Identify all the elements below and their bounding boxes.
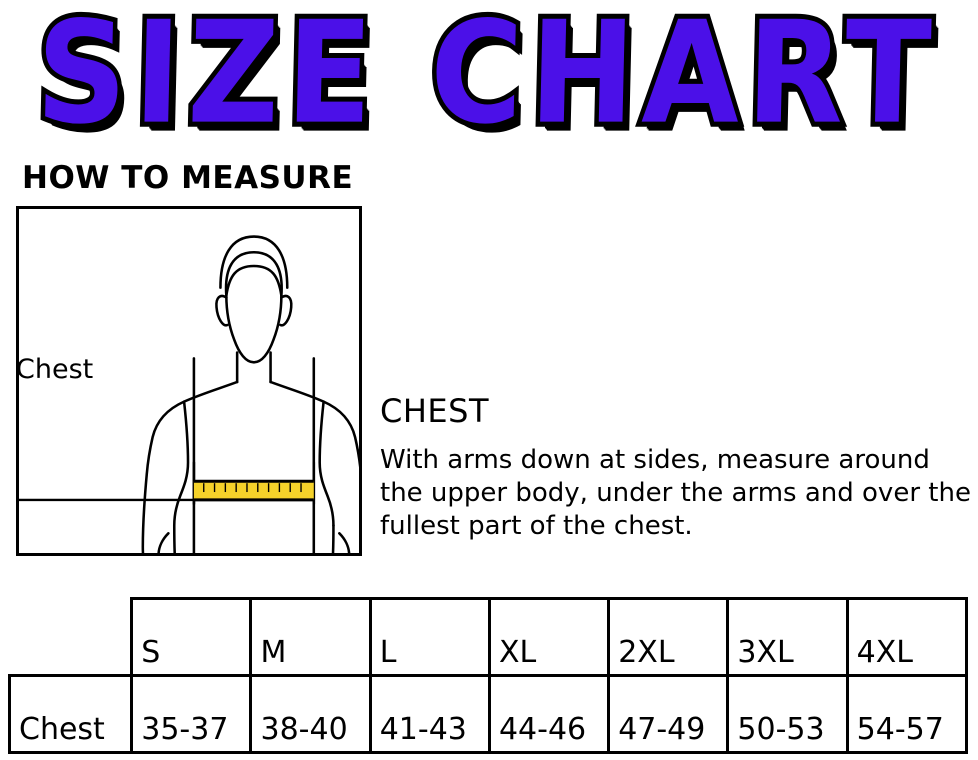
size-chart-table: S M L XL 2XL 3XL 4XL Chest 35-37 38-40 4… (7, 597, 969, 754)
column-header-l: L (368, 597, 491, 677)
measurement-illustration (16, 206, 362, 556)
chest-callout-label: Chest (16, 354, 94, 385)
column-header-2xl: 2XL (607, 597, 730, 677)
column-header-xl: XL (487, 597, 611, 677)
chest-description-block: CHEST With arms down at sides, measure a… (380, 392, 972, 543)
column-header-s: S (130, 597, 253, 677)
row-label-chest: Chest (7, 674, 134, 754)
cell-chest-3xl: 50-53 (726, 674, 849, 754)
table-corner-blank (10, 599, 132, 676)
chest-description-body: With arms down at sides, measure around … (380, 445, 971, 541)
table-row: Chest 35-37 38-40 41-43 44-46 47-49 50-5… (7, 674, 969, 754)
cell-chest-l: 41-43 (368, 674, 491, 754)
column-header-m: M (249, 597, 372, 677)
cell-chest-xl: 44-46 (487, 674, 611, 754)
page-title: SIZE CHART (30, 0, 945, 160)
cell-chest-4xl: 54-57 (845, 674, 969, 754)
cell-chest-2xl: 47-49 (607, 674, 730, 754)
title-banner: SIZE CHART (0, 0, 978, 160)
section-heading-how-to-measure: HOW TO MEASURE (22, 160, 354, 196)
male-torso-figure-icon (19, 235, 359, 553)
table-header-row: S M L XL 2XL 3XL 4XL (10, 597, 969, 677)
measuring-tape-graphic (193, 479, 314, 502)
cell-chest-s: 35-37 (130, 674, 253, 754)
cell-chest-m: 38-40 (249, 674, 372, 754)
column-header-3xl: 3XL (726, 597, 849, 677)
chest-description-heading: CHEST (380, 392, 489, 430)
column-header-4xl: 4XL (845, 597, 969, 677)
